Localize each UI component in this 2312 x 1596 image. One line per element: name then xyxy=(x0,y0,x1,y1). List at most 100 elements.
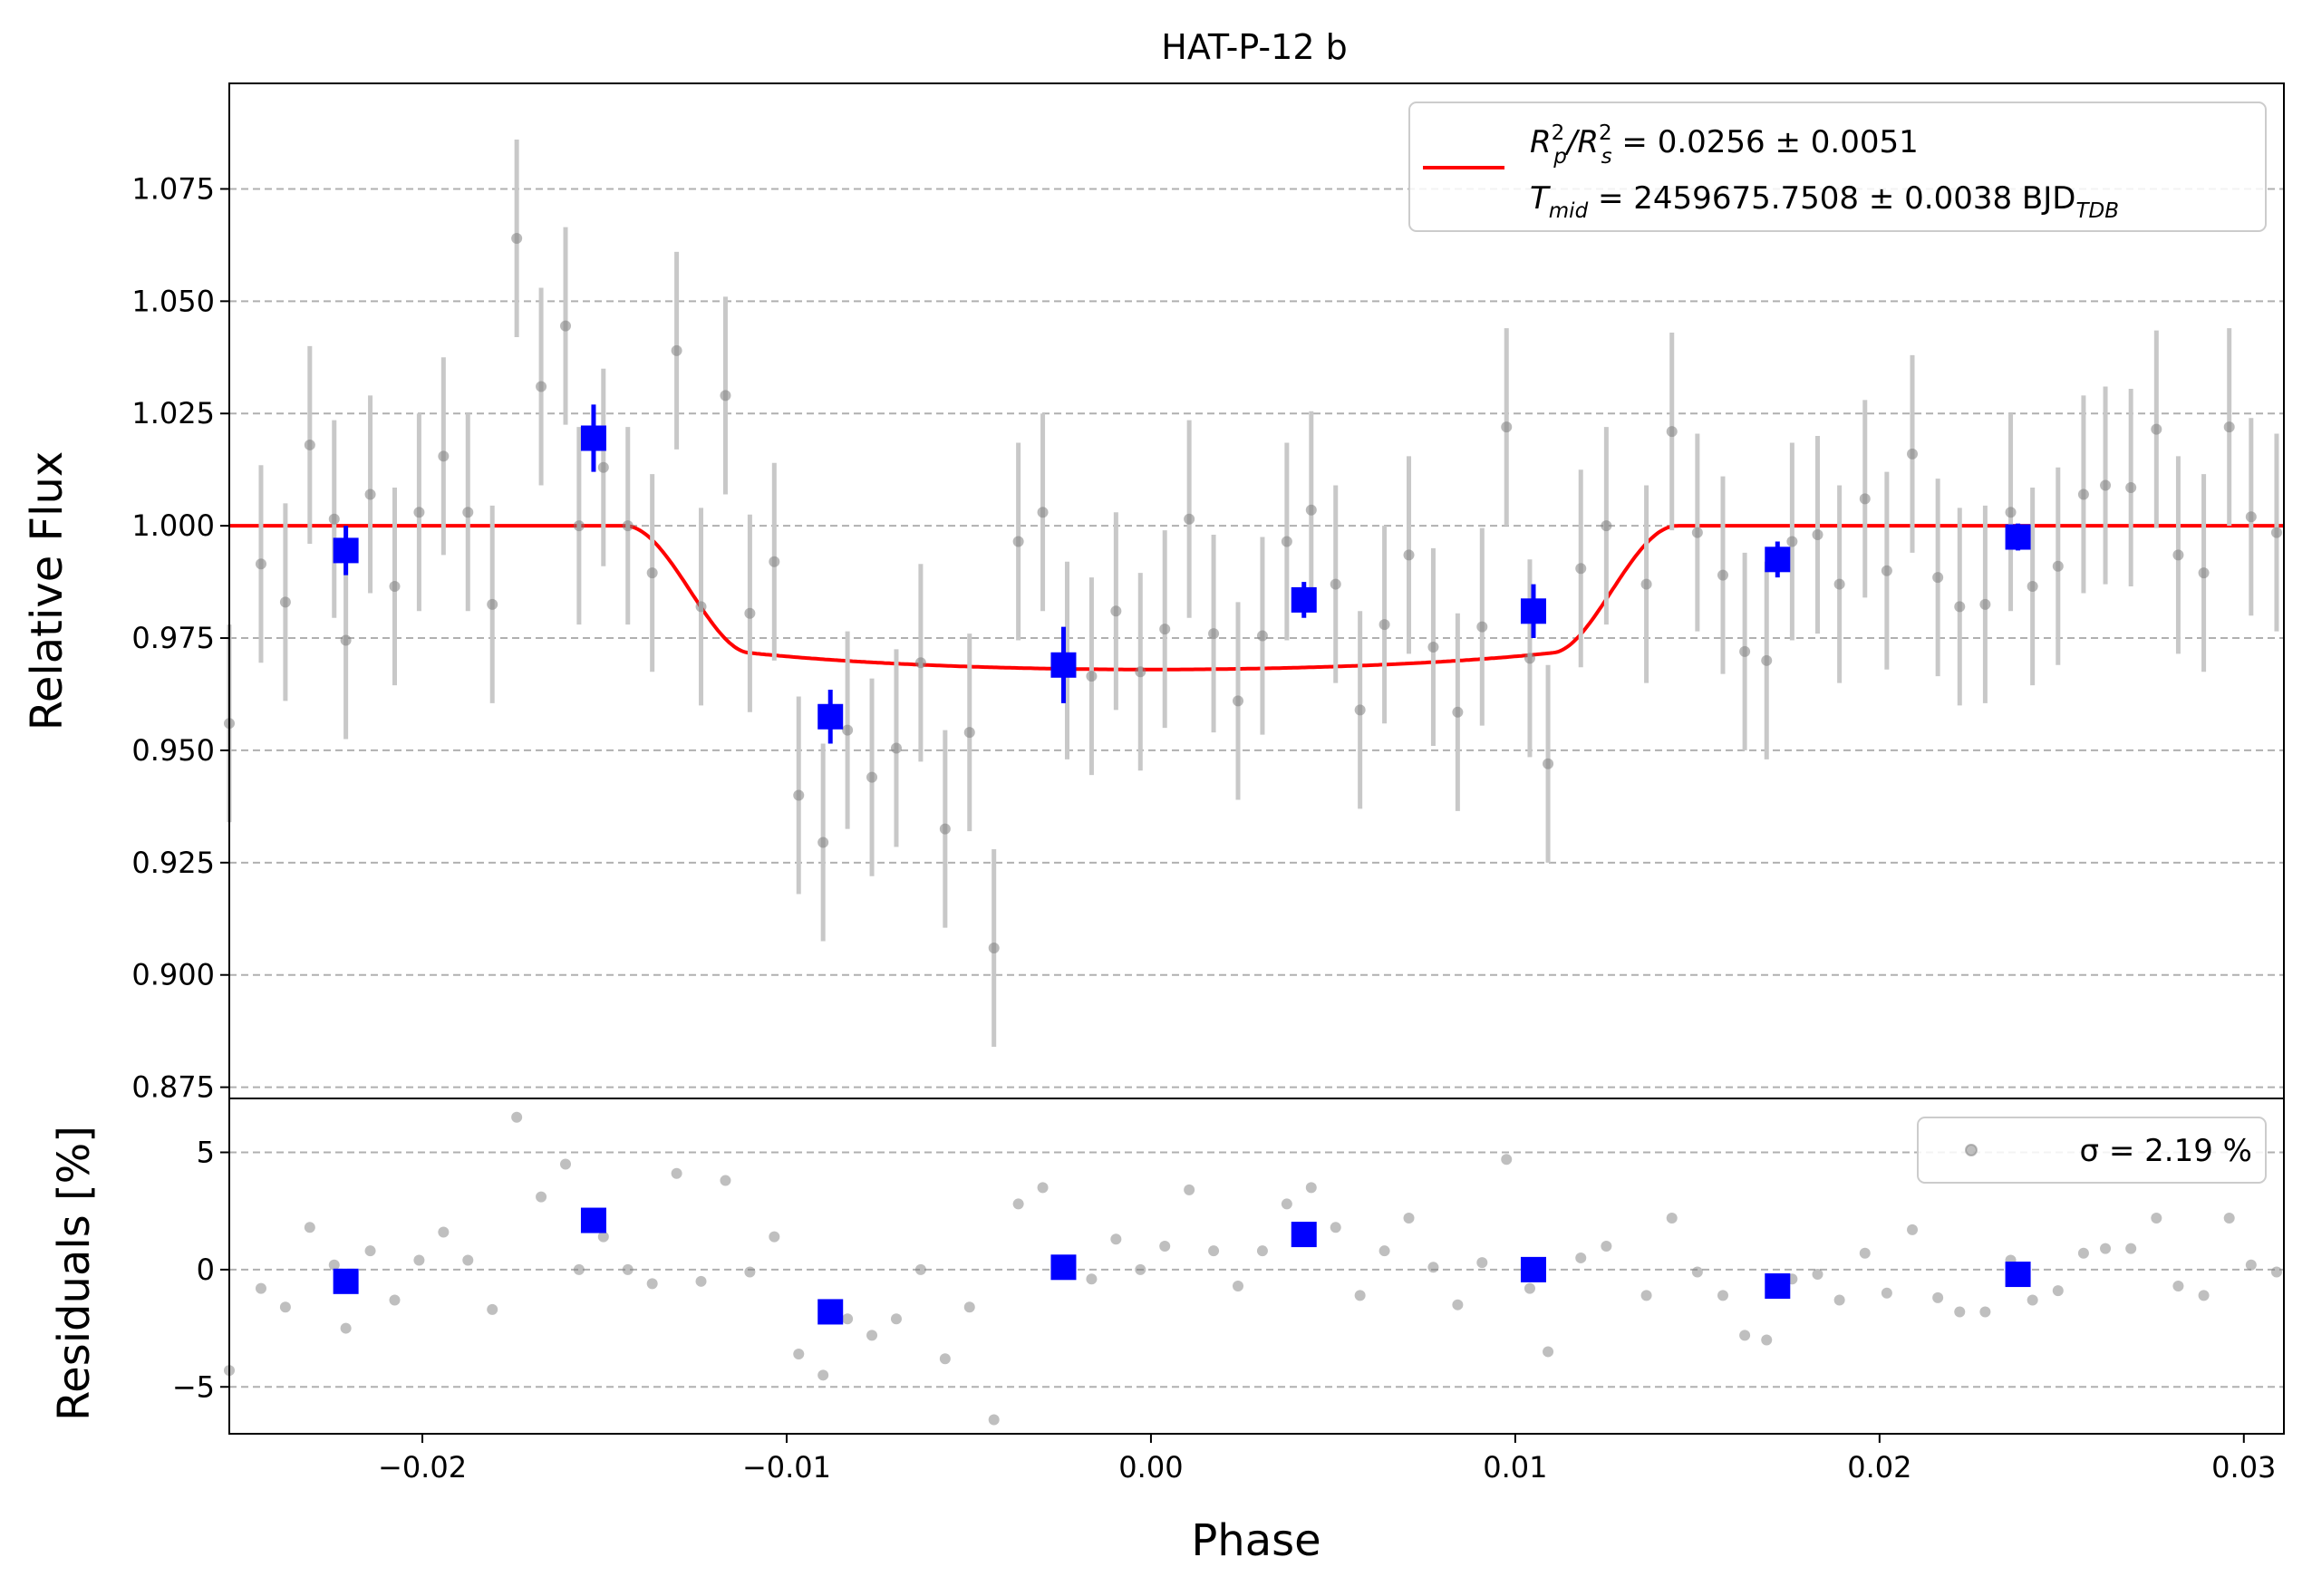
raw-residual-point xyxy=(1666,1212,1678,1224)
raw-residual-point xyxy=(866,1330,878,1341)
x-tick-label: −0.01 xyxy=(742,1450,831,1485)
x-tick-label: 0.01 xyxy=(1483,1450,1547,1485)
raw-residual-point xyxy=(1452,1299,1464,1311)
top-y-tick-label: 1.075 xyxy=(131,171,215,206)
top-y-tick-label: 1.000 xyxy=(131,508,215,543)
x-axis-label: Phase xyxy=(1191,1515,1320,1566)
raw-residual-point xyxy=(1717,1290,1728,1301)
raw-residual-point xyxy=(279,1301,291,1313)
raw-residual-point xyxy=(695,1275,707,1287)
raw-flux-point xyxy=(1954,601,1966,613)
top-y-ticks: 0.875 0.900 0.925 0.950 0.975 1.000 1.025 1.050… xyxy=(131,171,229,1105)
raw-residual-point xyxy=(622,1263,634,1275)
raw-flux-point xyxy=(1110,605,1122,617)
raw-flux-point xyxy=(2223,421,2235,433)
raw-residual-point xyxy=(1761,1334,1773,1346)
raw-residual-point xyxy=(462,1254,474,1266)
bottom-y-tick-label: −5 xyxy=(172,1369,215,1404)
raw-residual-point xyxy=(1086,1273,1098,1285)
raw-flux-point xyxy=(1476,621,1488,633)
raw-flux-point xyxy=(622,520,634,532)
raw-residual-point xyxy=(1233,1280,1244,1291)
bottom-plot-frame xyxy=(228,1098,2285,1435)
binned-residual-points xyxy=(333,1207,2031,1325)
legend-rp-rs-label: R2 p/R2 s = 0.0256 ± 0.0051 xyxy=(1530,121,1919,169)
raw-flux-point xyxy=(646,567,658,579)
top-y-tick-label: 0.975 xyxy=(131,621,215,655)
raw-residual-point xyxy=(2125,1243,2137,1254)
raw-residual-point xyxy=(842,1313,854,1325)
raw-residual-point xyxy=(1427,1262,1439,1273)
raw-flux-point xyxy=(842,724,854,736)
binned-residual-point xyxy=(2005,1262,2031,1288)
raw-flux-point xyxy=(279,596,291,608)
raw-flux-point xyxy=(1403,549,1415,561)
raw-flux-point xyxy=(340,634,352,646)
raw-flux-point xyxy=(2198,567,2210,579)
raw-residual-point xyxy=(1575,1252,1587,1263)
raw-residual-point xyxy=(1640,1290,1652,1301)
x-tick-label: −0.02 xyxy=(378,1450,467,1485)
raw-flux-point xyxy=(1354,704,1366,716)
raw-residual-point xyxy=(890,1313,902,1325)
bottom-y-ticks: −5 0 5 xyxy=(172,1136,229,1404)
raw-flux-point xyxy=(1543,758,1554,769)
binned-residual-point xyxy=(1291,1222,1317,1248)
raw-flux-point xyxy=(255,558,266,570)
raw-flux-point xyxy=(890,742,902,754)
raw-residual-point xyxy=(1932,1291,1944,1303)
binned-flux-point xyxy=(1765,547,1791,573)
raw-flux-point xyxy=(720,390,731,401)
raw-flux-point xyxy=(1427,641,1439,653)
raw-residual-point xyxy=(671,1167,682,1179)
raw-residual-point xyxy=(2245,1259,2257,1271)
raw-flux-point xyxy=(1739,645,1751,657)
raw-residual-point xyxy=(769,1231,780,1243)
raw-residual-point xyxy=(1330,1222,1341,1233)
raw-residual-point xyxy=(988,1414,1000,1426)
bottom-legend: σ = 2.19 % xyxy=(1917,1117,2267,1184)
raw-residual-point xyxy=(304,1222,315,1233)
raw-residual-point xyxy=(255,1282,266,1294)
raw-flux-point xyxy=(793,789,805,801)
raw-residual-point xyxy=(364,1245,376,1257)
raw-flux-point xyxy=(1012,536,1024,547)
raw-flux-point xyxy=(1786,536,1798,547)
raw-residual-point xyxy=(1979,1306,1991,1318)
binned-flux-point xyxy=(2005,524,2031,550)
raw-flux-point xyxy=(963,727,975,739)
raw-flux-point xyxy=(2027,581,2038,593)
raw-flux-point xyxy=(769,556,780,567)
raw-residual-point xyxy=(1354,1290,1366,1301)
raw-residual-point xyxy=(1501,1154,1513,1166)
top-y-tick-label: 1.025 xyxy=(131,396,215,430)
raw-flux-point xyxy=(988,942,1000,953)
raw-flux-point xyxy=(413,507,425,518)
raw-flux-point xyxy=(1575,563,1587,575)
raw-residual-point xyxy=(2052,1285,2064,1297)
binned-flux-point xyxy=(333,537,359,564)
raw-residual-point xyxy=(793,1349,805,1360)
raw-residual-point xyxy=(2077,1247,2089,1259)
raw-flux-point xyxy=(560,320,572,332)
raw-flux-point xyxy=(939,823,951,835)
raw-flux-point xyxy=(328,513,340,525)
raw-residual-point xyxy=(1601,1241,1612,1253)
binned-flux-point xyxy=(1050,652,1077,678)
raw-residual-point xyxy=(1305,1182,1317,1194)
raw-flux-point xyxy=(2077,488,2089,500)
raw-flux-point xyxy=(1859,493,1871,505)
x-tick-label: 0.00 xyxy=(1118,1450,1183,1485)
raw-flux-point xyxy=(1208,628,1220,640)
raw-residual-point xyxy=(2270,1266,2282,1278)
raw-flux-point xyxy=(866,771,878,783)
x-tick-label: 0.02 xyxy=(1847,1450,1911,1485)
raw-residual-point xyxy=(487,1303,498,1315)
raw-flux-point xyxy=(1601,520,1612,532)
binned-flux-points xyxy=(333,404,2031,744)
raw-residual-point xyxy=(1208,1245,1220,1257)
raw-flux-point xyxy=(1666,426,1678,438)
legend-sigma-label: σ = 2.19 % xyxy=(2080,1133,2252,1169)
